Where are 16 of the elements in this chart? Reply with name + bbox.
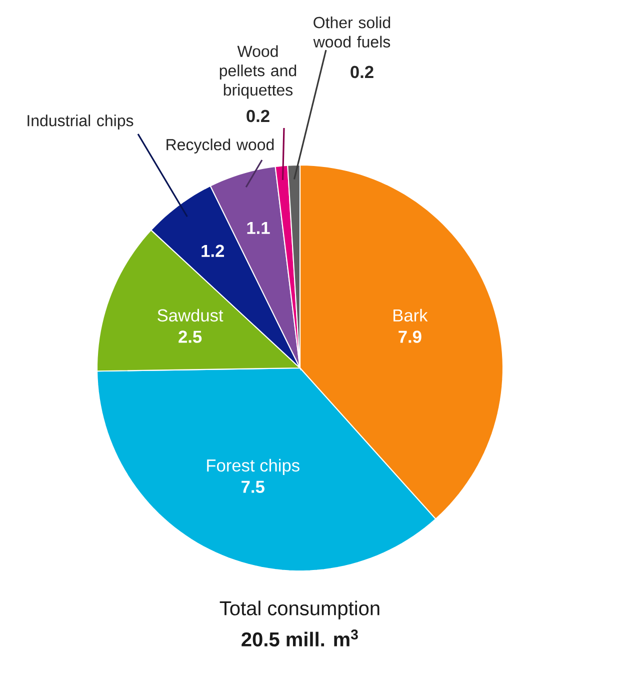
data-label: 1.1 <box>247 222 270 234</box>
slice-label: Wood pellets and briquettes <box>220 45 296 99</box>
slice-label: Recycled wood <box>166 138 274 154</box>
data-label: 1.2 <box>202 244 224 257</box>
slice-label: Forest chips <box>207 458 300 476</box>
text: Total consumption <box>220 600 380 620</box>
data-label: 0.2 <box>246 110 270 122</box>
slice-label: Industrial chips <box>28 114 134 130</box>
slice-label: Other solid wood fuels <box>313 16 390 48</box>
slice-label: Sawdust <box>158 308 224 322</box>
data-label: 0.2 <box>350 66 374 78</box>
text: 20.5 mill. m$^{3}$ <box>242 630 358 646</box>
data-label: 7.9 <box>398 330 422 343</box>
data-label: 7.5 <box>242 480 264 493</box>
data-label: 2.5 <box>178 330 202 343</box>
slice-label: Bark <box>394 308 428 322</box>
